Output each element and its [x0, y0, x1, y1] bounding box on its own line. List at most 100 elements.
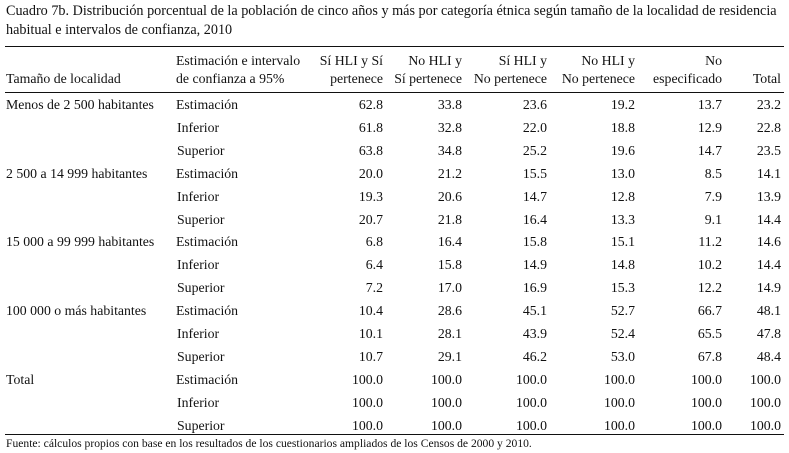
table-cell: 48.1	[756, 303, 781, 319]
table-cell: 100.0	[690, 417, 722, 433]
table-cell: 15.1	[610, 234, 635, 250]
table-cell: 100.0	[430, 394, 462, 410]
table-cell: 100.0	[603, 417, 635, 433]
column-header: No HLI y	[408, 53, 462, 68]
column-header: Sí HLI y Sí	[319, 53, 383, 68]
table-cell: 19.6	[610, 142, 635, 158]
top-rule	[5, 46, 784, 47]
table-cell: 18.8	[610, 119, 635, 135]
table-cell: 22.8	[756, 119, 781, 135]
header-rule	[5, 92, 784, 93]
table-cell: 66.7	[697, 303, 722, 319]
table-cell: 32.8	[437, 119, 462, 135]
table-cell: 100.0	[351, 394, 383, 410]
table-cell: 100.0	[603, 371, 635, 387]
table-cell: 12.8	[610, 188, 635, 204]
table-cell: 16.9	[522, 280, 547, 296]
row-kind: Estimación	[176, 371, 239, 387]
table-cell: 65.5	[697, 326, 722, 341]
table-cell: 20.6	[437, 188, 462, 204]
column-header: Sí pertenece	[394, 71, 462, 86]
table-cell: 28.1	[437, 326, 462, 341]
table-cell: 100.0	[430, 371, 462, 387]
table-cell: 14.8	[610, 257, 635, 273]
table-title: Cuadro 7b. Distribución porcentual de la…	[6, 3, 777, 38]
table-cell: 29.1	[437, 348, 462, 364]
table-cell: 13.9	[756, 188, 781, 204]
column-header: pertenece	[330, 71, 383, 86]
table-cell: 16.4	[522, 211, 547, 227]
column-header: Total	[752, 71, 781, 86]
table-cell: 20.7	[358, 211, 383, 227]
table-cell: 14.4	[756, 257, 781, 273]
table-cell: 100.0	[515, 371, 547, 387]
row-kind: Superior	[177, 348, 225, 364]
table-cell: 16.4	[437, 234, 462, 250]
table-cell: 19.3	[358, 188, 383, 204]
table-cell: 62.8	[358, 97, 383, 112]
table-cell: 13.3	[610, 211, 635, 227]
table-cell: 33.8	[437, 97, 462, 112]
table-cell: 67.8	[697, 348, 722, 364]
column-header: No pertenece	[473, 71, 547, 86]
row-kind: Estimación	[176, 97, 239, 112]
table-cell: 7.2	[365, 280, 383, 296]
table-cell: 21.2	[437, 165, 462, 181]
table-cell: 43.9	[522, 326, 547, 341]
row-kind: Superior	[177, 280, 225, 296]
table-cell: 23.6	[522, 97, 547, 112]
table-cell: 10.1	[358, 326, 383, 341]
table-cell: 17.0	[437, 280, 462, 296]
column-header: No HLI y	[581, 53, 635, 68]
table-cell: 100.0	[749, 417, 781, 433]
table-cell: 25.2	[522, 142, 547, 158]
table-cell: 45.1	[522, 303, 547, 319]
table-cell: 100.0	[515, 394, 547, 410]
row-kind: Inferior	[177, 326, 220, 341]
table-cell: 11.2	[698, 234, 722, 250]
table-cell: 10.4	[358, 303, 383, 319]
column-header: especificado	[653, 71, 722, 86]
table-cell: 6.4	[365, 257, 383, 273]
group-label: 15 000 a 99 999 habitantes	[6, 234, 155, 250]
table-cell: 14.4	[756, 211, 781, 227]
row-kind: Inferior	[177, 394, 220, 410]
table-cell: 100.0	[749, 394, 781, 410]
table-cell: 23.5	[756, 142, 781, 158]
table-cell: 100.0	[351, 371, 383, 387]
table-cell: 13.0	[610, 165, 635, 181]
table-cell: 15.8	[522, 234, 547, 250]
table-cell: 9.1	[704, 211, 722, 227]
table-cell: 63.8	[358, 142, 383, 158]
table-cell: 100.0	[749, 371, 781, 387]
row-kind: Estimación	[176, 234, 239, 250]
table-cell: 10.7	[358, 348, 383, 364]
row-kind: Estimación	[176, 303, 239, 319]
table-cell: 12.9	[697, 119, 722, 135]
table-cell: 14.7	[697, 142, 722, 158]
table-cell: 47.8	[756, 326, 781, 341]
table-cell: 52.4	[610, 326, 635, 341]
table-cell: 14.9	[756, 280, 781, 296]
table-cell: 100.0	[430, 417, 462, 433]
row-kind: Inferior	[177, 119, 220, 135]
table-cell: 100.0	[603, 394, 635, 410]
table-cell: 12.2	[697, 280, 722, 296]
table-cell: 8.5	[704, 165, 722, 181]
table-cell: 52.7	[610, 303, 635, 319]
row-kind: Estimación	[176, 165, 239, 181]
header-locality: Tamaño de localidad	[6, 71, 121, 86]
table-cell: 19.2	[610, 97, 635, 112]
header-estimate-line1: Estimación e intervalo	[176, 53, 301, 68]
table-cell: 10.2	[697, 257, 722, 273]
row-kind: Superior	[177, 142, 225, 158]
table-cell: 15.8	[437, 257, 462, 273]
table-cell: 100.0	[515, 417, 547, 433]
table-cell: 22.0	[522, 119, 547, 135]
table-cell: 13.7	[697, 97, 722, 112]
row-kind: Superior	[177, 417, 225, 433]
row-kind: Inferior	[177, 257, 220, 273]
table-cell: 100.0	[690, 371, 722, 387]
column-header: Sí HLI y	[498, 53, 547, 68]
table-cell: 15.5	[522, 165, 547, 181]
